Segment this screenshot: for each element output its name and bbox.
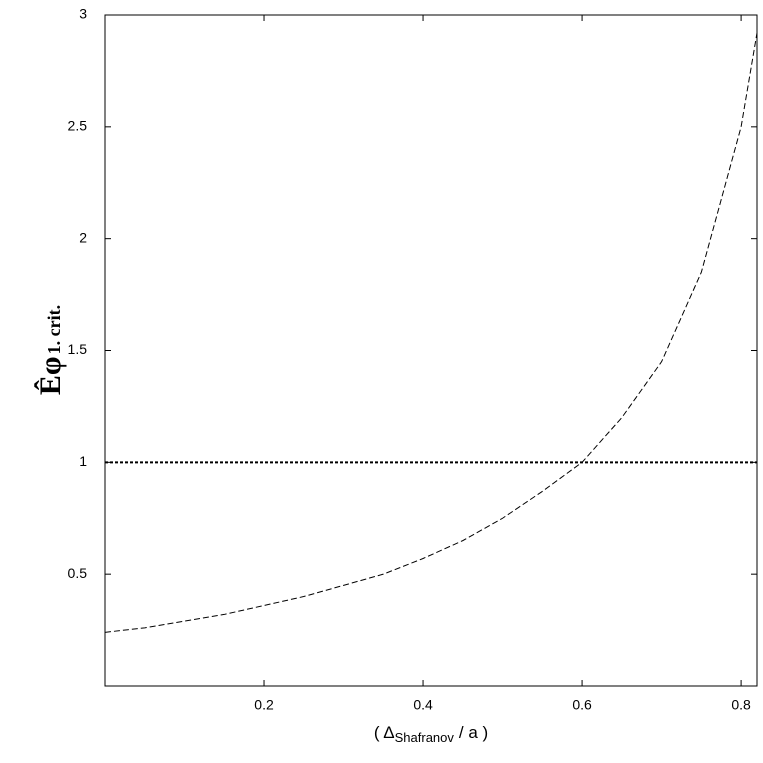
x-tick-label: 0.8 (731, 697, 751, 713)
x-label-tail: / a ) (459, 723, 488, 742)
y-tick-label: 1.5 (68, 341, 88, 357)
y-axis-label: Êφ1. crit. (34, 305, 67, 395)
y-label-sub: 1. crit. (44, 305, 64, 354)
y-tick-label: 0.5 (68, 565, 88, 581)
x-axis-label: ( ΔShafranov / a ) (374, 723, 488, 745)
y-tick-label: 2 (79, 229, 87, 245)
y-tick-label: 2.5 (68, 118, 88, 134)
x-tick-label: 0.4 (413, 697, 433, 713)
plot-frame (104, 14, 758, 687)
x-label-head: ( Δ (374, 723, 395, 742)
y-label-main: Êφ (34, 356, 67, 395)
y-tick-label: 1 (79, 453, 87, 469)
x-label-sub: Shafranov (395, 730, 455, 745)
y-tick-label: 3 (79, 6, 87, 22)
x-tick-label: 0.6 (572, 697, 592, 713)
x-tick-label: 0.2 (254, 697, 274, 713)
data-line (104, 32, 758, 633)
